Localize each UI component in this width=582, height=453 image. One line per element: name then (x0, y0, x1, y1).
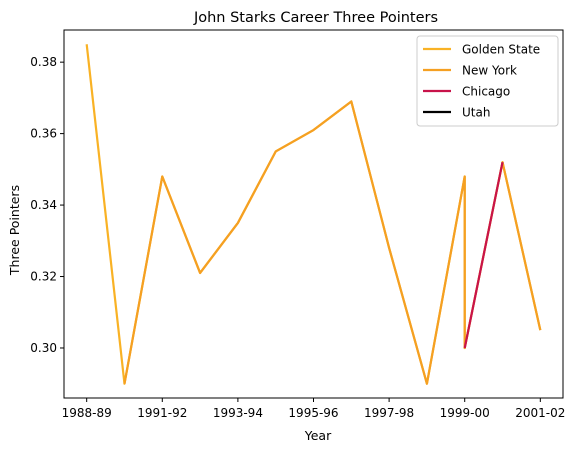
x-tick-label: 1993-94 (213, 406, 263, 420)
series-line-2 (465, 162, 503, 348)
x-tick-label: 1999-00 (440, 406, 490, 420)
y-tick-label: 0.32 (30, 270, 57, 284)
x-axis-label: Year (304, 428, 332, 443)
x-tick-label: 1995-96 (288, 406, 338, 420)
legend-label: Golden State (462, 43, 540, 57)
chart-title: John Starks Career Three Pointers (193, 10, 438, 26)
y-axis: 0.30 0.32 0.34 0.36 0.38 (30, 55, 64, 355)
legend: Golden State New York Chicago Utah (417, 36, 558, 126)
legend-label: Utah (462, 106, 490, 120)
x-tick-label: 1988-89 (62, 406, 112, 420)
x-tick-label: 1991-92 (137, 406, 187, 420)
x-tick-label: 1997-98 (364, 406, 414, 420)
y-tick-label: 0.36 (30, 127, 57, 141)
y-tick-label: 0.38 (30, 55, 57, 69)
x-tick-label: 2001-02 (515, 406, 565, 420)
y-axis-label: Three Pointers (7, 185, 22, 276)
legend-label: New York (462, 64, 517, 78)
y-tick-label: 0.34 (30, 198, 57, 212)
x-axis: 1988-89 1991-92 1993-94 1995-96 1997-98 1999-… (62, 398, 566, 420)
y-tick-label: 0.30 (30, 341, 57, 355)
legend-label: Chicago (462, 85, 510, 99)
series-line-1 (124, 101, 540, 383)
